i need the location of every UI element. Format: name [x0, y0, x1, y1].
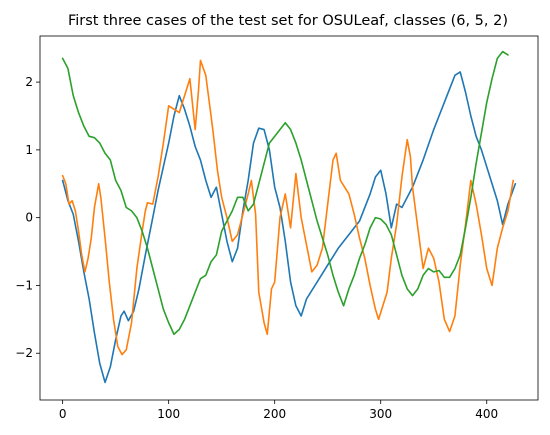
y-tick-label: 1 — [25, 143, 33, 157]
x-tick-label: 0 — [59, 407, 67, 421]
y-tick-label: −2 — [15, 346, 33, 360]
series-line-3 — [61, 50, 509, 336]
ticks-layer: 0 100 200 300 400 −2 −1 0 1 2 — [15, 75, 498, 421]
x-tick-label: 400 — [475, 407, 498, 421]
x-tick-label: 300 — [369, 407, 392, 421]
axes-frame — [39, 35, 539, 401]
y-tick-label: 0 — [25, 211, 33, 225]
x-tick-label: 200 — [263, 407, 286, 421]
series-line-2 — [61, 59, 515, 356]
chart-title: First three cases of the test set for OS… — [68, 13, 508, 29]
series-layer — [61, 50, 517, 384]
y-tick-label: −1 — [15, 278, 33, 292]
series-line-1 — [61, 71, 517, 384]
x-tick-label: 100 — [157, 407, 180, 421]
y-tick-label: 2 — [25, 75, 33, 89]
